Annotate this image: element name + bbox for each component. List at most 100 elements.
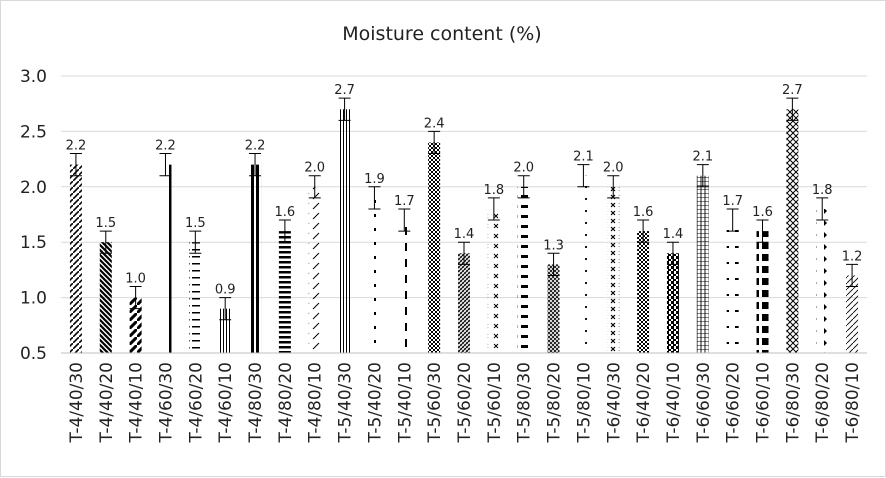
data-label: 1.0	[125, 272, 146, 287]
error-bar	[159, 153, 172, 177]
bar	[726, 220, 739, 353]
y-axis-ticks: 0.5 1.0 1.5 2.0 2.5 3.0	[20, 67, 47, 364]
error-bar	[517, 175, 530, 199]
x-tick-label: T-4/80/30	[246, 362, 266, 444]
data-label: 2.2	[66, 139, 87, 154]
bar	[517, 186, 530, 353]
bar	[666, 253, 679, 353]
error-bar	[129, 286, 142, 310]
chart-title: Moisture content (%)	[342, 23, 541, 45]
data-label: 1.2	[842, 249, 863, 264]
bar	[637, 231, 650, 353]
x-tick-label: T-4/60/20	[186, 362, 206, 444]
bar	[458, 253, 470, 353]
data-label: 1.5	[95, 216, 116, 231]
x-tick-label: T-6/80/20	[813, 362, 833, 444]
data-label: 2.0	[603, 161, 624, 176]
bar	[69, 164, 82, 353]
error-bar	[278, 219, 291, 243]
x-tick-label: T-5/60/20	[455, 362, 475, 444]
data-label: 2.1	[573, 150, 594, 165]
data-label: 1.5	[185, 216, 206, 231]
x-tick-label: T-5/40/10	[395, 362, 415, 444]
x-tick-label: T-4/80/20	[276, 362, 296, 444]
error-bar	[846, 263, 859, 288]
error-bar	[69, 153, 82, 177]
x-tick-label: T-5/80/20	[545, 362, 565, 444]
error-bar	[308, 175, 321, 199]
error-bar	[189, 230, 202, 254]
data-labels: 2.2 1.5 1.0 2.2 1.5 0.9 2.2 1.6 2.0 2.7 1.9 1.7 2.4 1…	[66, 83, 863, 297]
error-bar	[338, 97, 351, 121]
data-label: 1.4	[454, 227, 475, 242]
x-tick-label: T-5/40/20	[365, 362, 385, 444]
error-bar	[756, 219, 769, 243]
bar	[816, 208, 829, 353]
x-tick-label: T-4/40/10	[127, 362, 147, 444]
error-bar	[637, 219, 650, 243]
bar	[786, 109, 799, 354]
x-tick-label: T-4/40/20	[97, 362, 117, 444]
error-bar	[577, 164, 590, 188]
bar	[846, 275, 859, 353]
bar	[577, 175, 590, 353]
data-label: 1.6	[633, 205, 654, 220]
error-bar	[368, 186, 381, 210]
bar	[129, 297, 142, 353]
x-tick-label: T-4/60/10	[216, 362, 236, 444]
bar	[607, 186, 620, 353]
x-tick-label: T-5/60/10	[485, 362, 505, 444]
bar	[189, 242, 202, 353]
data-label: 0.9	[215, 283, 236, 298]
error-bar	[816, 197, 829, 221]
data-label: 2.2	[245, 139, 266, 154]
error-bar	[99, 230, 112, 254]
error-bar	[398, 208, 411, 232]
error-bar	[219, 297, 232, 321]
error-bar	[726, 208, 739, 232]
y-tick-label: 0.5	[20, 344, 47, 364]
data-label: 2.0	[513, 161, 534, 176]
error-bars	[69, 97, 859, 321]
bar	[249, 164, 262, 353]
data-label: 1.7	[394, 194, 415, 209]
x-tick-label: T-6/60/20	[724, 362, 744, 444]
data-label: 2.7	[334, 83, 355, 98]
data-label: 1.8	[812, 183, 833, 198]
data-label: 1.7	[722, 194, 743, 209]
bar	[368, 197, 381, 353]
bar	[308, 186, 321, 353]
x-tick-label: T-5/80/10	[574, 362, 594, 444]
error-bar	[249, 153, 262, 177]
bar	[278, 231, 291, 353]
data-label: 1.8	[484, 183, 505, 198]
bar	[99, 242, 112, 353]
bar	[338, 109, 351, 354]
x-tick-label: T-6/80/10	[843, 362, 863, 444]
data-label: 1.9	[364, 172, 385, 187]
data-label: 2.2	[155, 139, 176, 154]
error-bar	[487, 197, 500, 221]
y-tick-label: 2.0	[20, 178, 47, 198]
x-tick-label: T-6/40/30	[604, 362, 624, 444]
x-tick-label: T-4/40/30	[67, 362, 87, 444]
data-label: 1.6	[275, 205, 296, 220]
error-bar	[696, 164, 709, 188]
x-tick-label: T-4/60/30	[156, 362, 176, 444]
error-bar	[786, 97, 799, 121]
x-axis-ticks: T-4/40/30 T-4/40/20 T-4/40/10 T-4/60/30 T-4/…	[67, 362, 863, 444]
data-label: 2.0	[304, 161, 325, 176]
data-label: 1.4	[663, 227, 684, 242]
x-tick-label: T-6/40/20	[634, 362, 654, 444]
data-label: 1.6	[752, 205, 773, 220]
data-label: 2.4	[424, 116, 445, 131]
error-bar	[428, 130, 441, 155]
data-label: 2.1	[692, 150, 713, 165]
y-tick-label: 1.0	[20, 289, 47, 309]
x-tick-label: T-5/60/30	[425, 362, 445, 444]
error-bar	[666, 241, 679, 265]
bar	[428, 142, 441, 353]
bar	[547, 264, 560, 353]
